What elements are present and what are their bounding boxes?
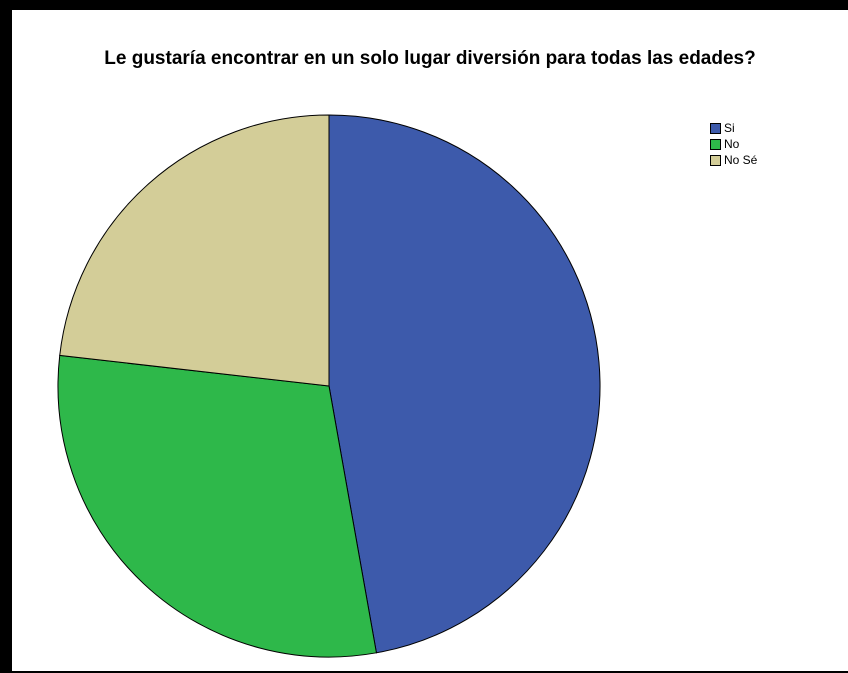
legend-item-si: Si xyxy=(710,120,757,136)
chart-title: Le gustaría encontrar en un solo lugar d… xyxy=(104,48,756,69)
pie-slice-no xyxy=(57,354,378,658)
legend-label: Si xyxy=(724,121,735,135)
pie-slice-si xyxy=(328,114,601,654)
legend-item-no-se: No Sé xyxy=(710,152,757,168)
legend-label: No Sé xyxy=(724,153,758,167)
pie-slice-no-se xyxy=(59,114,330,387)
chart-panel: Le gustaría encontrar en un solo lugar d… xyxy=(12,10,848,671)
legend-swatch xyxy=(710,154,721,166)
legend-swatch xyxy=(710,138,721,150)
legend-swatch xyxy=(710,122,721,134)
chart-legend: Si No No Sé xyxy=(710,120,757,168)
legend-label: No xyxy=(724,137,740,151)
legend-item-no: No xyxy=(710,136,757,152)
pie-chart xyxy=(57,114,601,658)
